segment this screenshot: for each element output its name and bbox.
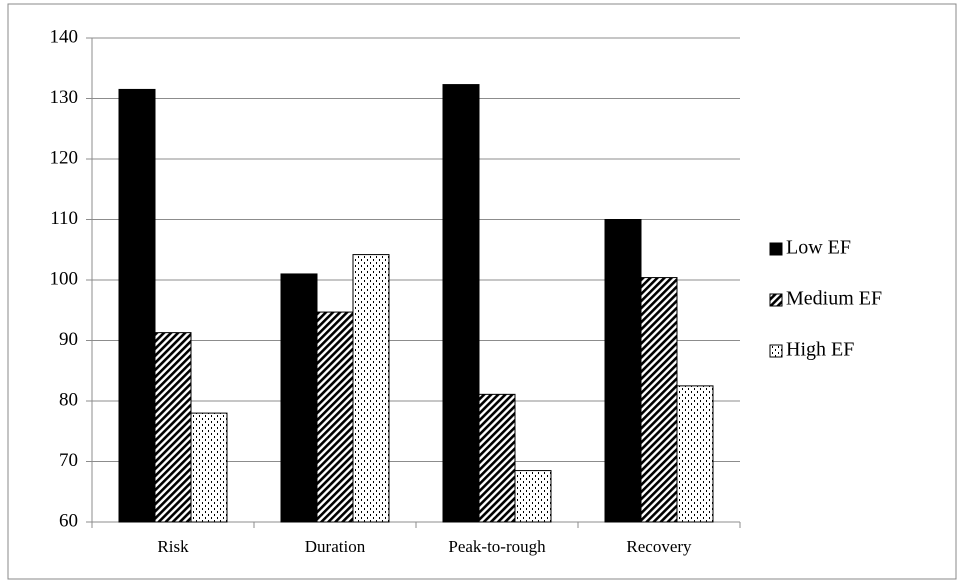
legend-swatch <box>769 293 783 307</box>
y-tick-label: 100 <box>50 268 79 289</box>
bar <box>118 88 156 523</box>
x-tick-label: Peak-to-rough <box>448 537 546 556</box>
y-tick-label: 120 <box>50 147 79 168</box>
bar <box>316 311 354 523</box>
bar <box>514 470 552 523</box>
y-tick-label: 70 <box>59 450 78 471</box>
y-tick-label: 60 <box>59 510 78 531</box>
legend-label: Medium EF <box>786 288 882 310</box>
bar <box>676 385 714 523</box>
bar <box>442 84 480 523</box>
x-tick-label: Risk <box>157 537 189 556</box>
bar <box>478 393 516 523</box>
legend-label: High EF <box>786 339 854 361</box>
y-tick-label: 90 <box>59 329 78 350</box>
y-tick-label: 130 <box>50 87 79 108</box>
x-tick-label: Recovery <box>626 537 692 556</box>
bar <box>604 219 642 523</box>
bar <box>154 332 192 523</box>
legend-swatch <box>769 242 783 256</box>
bar <box>190 412 228 523</box>
y-tick-label: 110 <box>50 208 78 229</box>
bar <box>352 254 390 523</box>
y-tick-label: 80 <box>59 389 78 410</box>
bar <box>280 273 318 523</box>
legend-label: Low EF <box>786 237 851 259</box>
y-tick-label: 140 <box>50 26 79 47</box>
legend-swatch <box>769 344 783 358</box>
x-tick-label: Duration <box>305 537 366 556</box>
chart-frame <box>7 3 957 580</box>
bar <box>640 277 678 523</box>
